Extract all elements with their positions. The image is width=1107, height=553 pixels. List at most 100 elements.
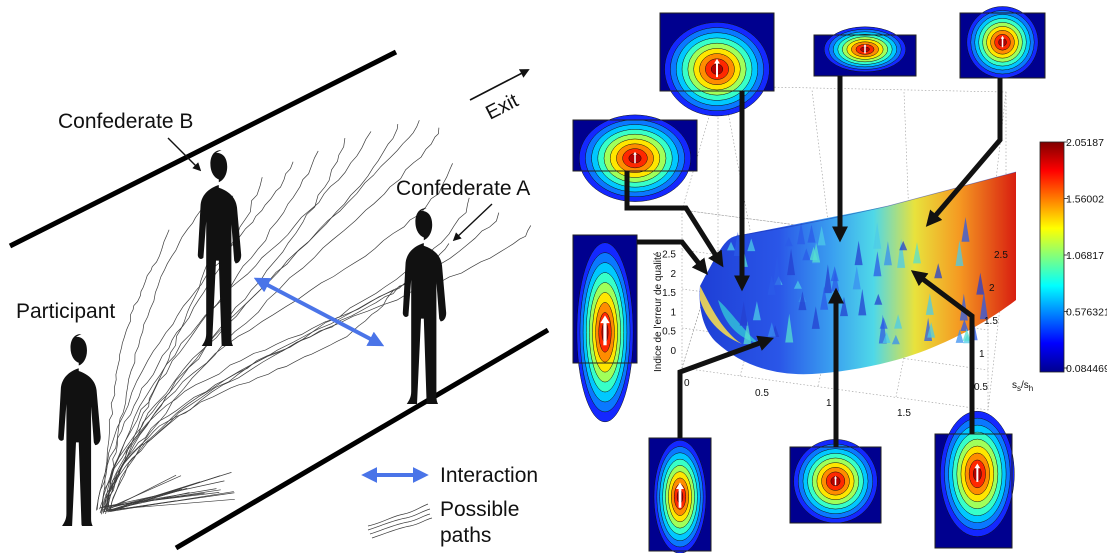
- trajectory-path: [95, 161, 294, 511]
- z-axis-ticks: 0 0.5 1 1.5 2 2.5: [662, 250, 676, 358]
- surface-spike: [831, 270, 840, 292]
- heatmap-inset: [572, 234, 638, 423]
- surface-spike: [798, 291, 807, 311]
- legend-paths-label-line1: Possible: [440, 498, 519, 521]
- y-tick-label: 1.5: [984, 316, 998, 327]
- interaction-arrow: [253, 277, 385, 347]
- surface-spike: [812, 242, 821, 263]
- callout-arrow: [637, 239, 708, 276]
- surface-spike: [767, 274, 776, 295]
- heading-arrowhead-icon: [633, 151, 637, 155]
- heading-arrowhead-icon: [676, 482, 684, 490]
- surface-spike: [882, 331, 891, 343]
- surface-spike: [767, 322, 776, 337]
- surface-spike: [787, 248, 796, 276]
- surface-spike: [839, 296, 848, 317]
- heatmap-inset: [959, 6, 1046, 79]
- legend-paths-label-line2: paths: [440, 524, 491, 547]
- heading-arrowhead-icon: [863, 44, 867, 47]
- heatmap-inset: [659, 12, 775, 117]
- colorbar-tick-label: 1.56002: [1066, 194, 1104, 206]
- z-tick-label: 2: [670, 269, 676, 280]
- corridor-diagram: Exit Confederate B Confederate A Partici…: [8, 49, 550, 551]
- surface-spike: [811, 306, 820, 329]
- surface-spike: [784, 237, 793, 247]
- z-tick-label: 1.5: [662, 288, 676, 299]
- surface-spike: [879, 317, 888, 329]
- heading-arrowhead-icon: [974, 463, 981, 469]
- corridor-wall-bottom: [174, 327, 550, 551]
- surface-spike: [925, 293, 934, 315]
- surface-spike: [912, 242, 921, 264]
- surface-spike: [852, 266, 861, 290]
- surface-spike: [894, 314, 903, 329]
- participant-label: Participant: [16, 300, 115, 323]
- surface-spike: [752, 301, 761, 321]
- confederate-a-silhouette: [402, 208, 447, 404]
- surface-spike: [739, 301, 748, 326]
- surface-spike: [858, 288, 867, 316]
- y-axis-ticks: 0.5 1 1.5 2 2.5: [974, 250, 1008, 393]
- y-tick-label: 1: [979, 349, 985, 360]
- surface-spike: [727, 241, 736, 251]
- surface-spike: [802, 248, 811, 261]
- trajectory-path: [105, 492, 235, 512]
- heading-arrowhead-icon: [834, 476, 837, 479]
- inset-frame: [659, 12, 775, 92]
- exit-label: Exit: [482, 90, 522, 125]
- surface-plot: 0 0.5 1 1.5 2 2.5 0 0.5 1 1.5 2 0.5 1 1.5 2 2.5 Indic…: [653, 85, 1107, 474]
- z-tick-label: 1: [670, 307, 676, 318]
- surface-spike: [934, 263, 943, 279]
- y-tick-label: 0.5: [974, 382, 988, 393]
- inset-frame: [813, 34, 917, 77]
- legend: Interaction Possible paths: [361, 464, 538, 547]
- surface-spike: [747, 238, 756, 252]
- surface-spike: [873, 251, 882, 277]
- error-surface: [699, 171, 1017, 375]
- colorbar-tick-label: 2.05187: [1066, 137, 1104, 149]
- surface-spike: [976, 272, 985, 295]
- heatmap-inset: [572, 114, 698, 202]
- surface-spike: [820, 286, 829, 310]
- colorbar-gradient: [1039, 141, 1065, 373]
- surface-spike: [817, 226, 826, 246]
- heatmap-inset: [813, 26, 917, 77]
- heatmap-inset: [648, 437, 712, 553]
- surface-spike: [785, 313, 794, 343]
- trajectory-path: [104, 243, 450, 512]
- z-tick-label: 0.5: [662, 327, 676, 338]
- callout-arrow: [925, 78, 1003, 227]
- surface-spike: [927, 322, 936, 338]
- confederate-b-label: Confederate B: [58, 110, 193, 133]
- colorbar: 2.05187 1.56002 1.06817 0.576321 0.0844695: [1039, 137, 1107, 375]
- surface-spike: [955, 240, 964, 267]
- trajectory-path: [111, 487, 188, 511]
- surface-spike: [873, 222, 882, 249]
- z-axis-label: Indice de l'erreur de qualité: [653, 251, 664, 372]
- surface-spike: [874, 293, 883, 305]
- surface-spike: [807, 224, 816, 243]
- z-tick-label: 2.5: [662, 250, 676, 261]
- callout-arrow: [624, 171, 724, 268]
- legend-paths-icon: [367, 503, 433, 539]
- x-tick-label: 1.5: [897, 408, 911, 419]
- surface-spike: [891, 334, 900, 345]
- surface-spike: [979, 290, 988, 320]
- trajectory-path: [106, 163, 453, 511]
- heading-arrowhead-icon: [1000, 35, 1005, 39]
- confederate-b-pointer: [167, 137, 202, 172]
- participant-silhouette: [58, 334, 101, 526]
- surface-spike: [897, 238, 906, 268]
- trajectory-path: [104, 290, 394, 509]
- colorbar-tick-label: 0.576321: [1066, 307, 1107, 319]
- surface-spike: [854, 240, 863, 266]
- surface-spike: [962, 328, 971, 341]
- y-axis-label: ss/sh: [1012, 380, 1033, 393]
- surface-spike: [797, 222, 806, 245]
- surface-spike: [960, 319, 969, 331]
- heading-arrowhead-icon: [600, 315, 610, 324]
- heading-arrowhead-icon: [714, 58, 720, 64]
- heatmap-inset: [789, 439, 882, 524]
- callout-arrow: [677, 335, 775, 438]
- trajectory-path: [102, 229, 170, 513]
